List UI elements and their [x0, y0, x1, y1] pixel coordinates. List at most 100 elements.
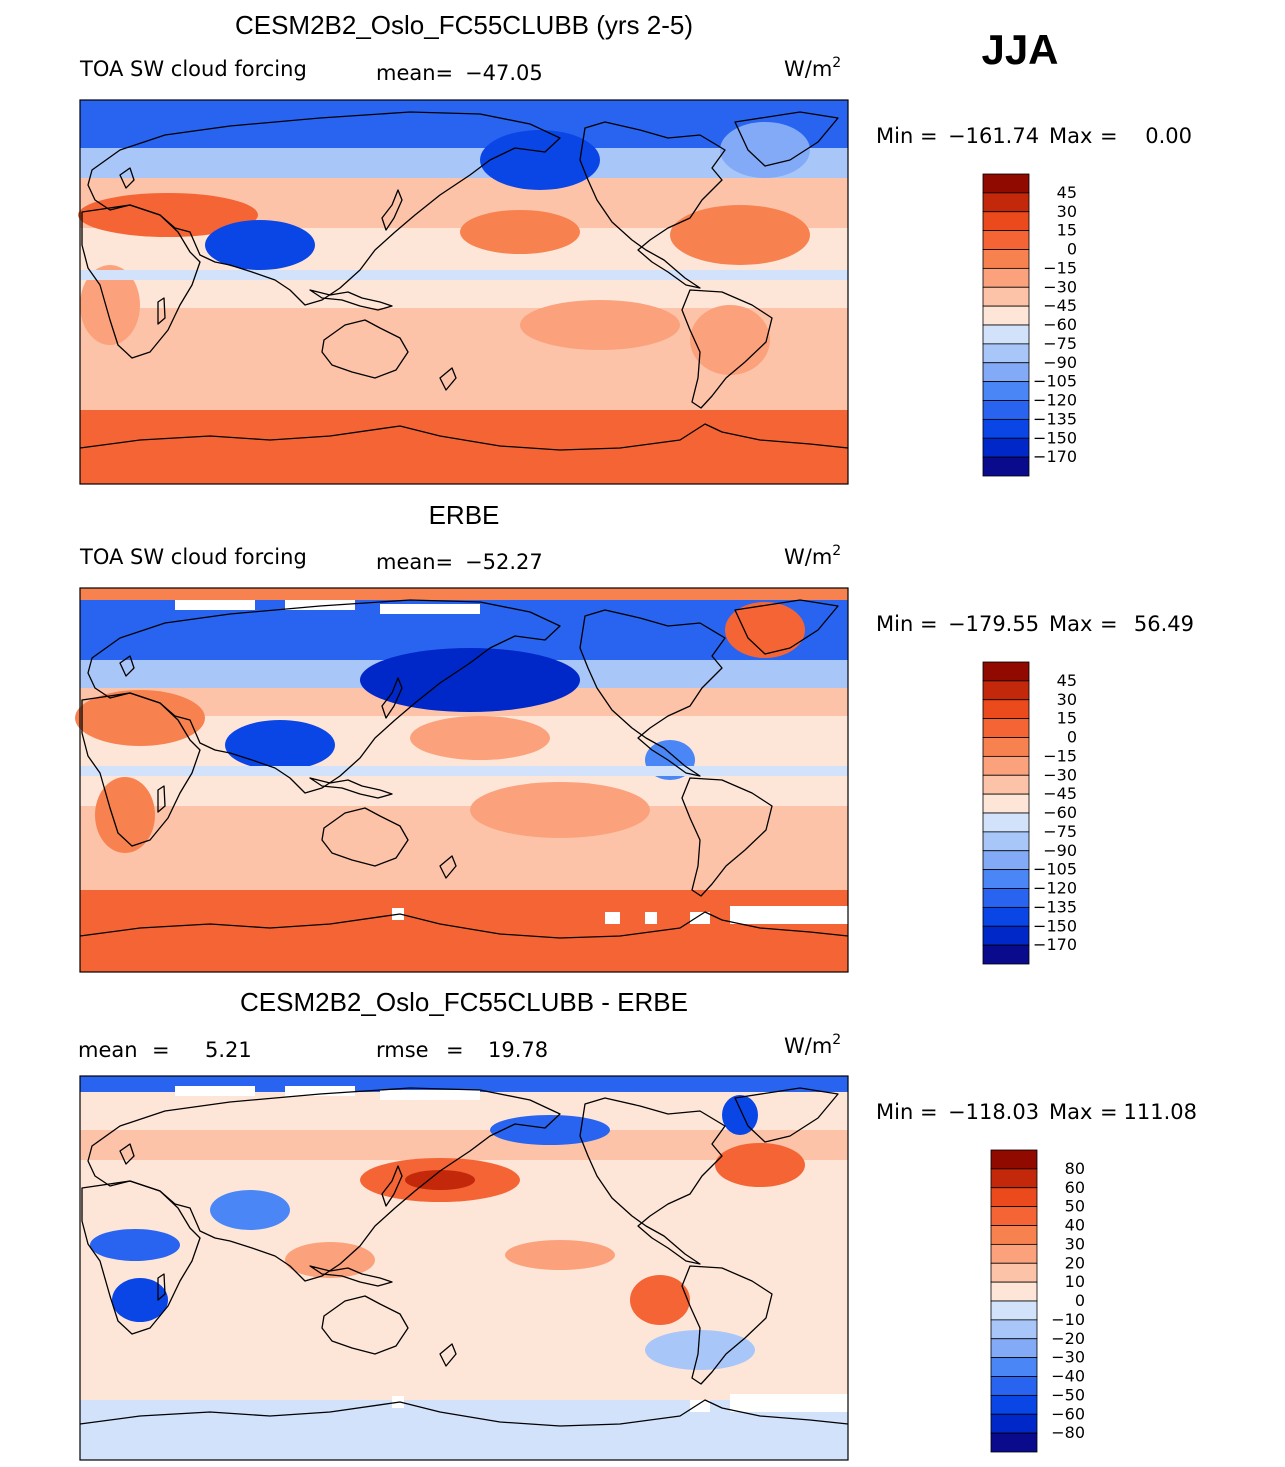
field-ne-pacific [410, 716, 550, 760]
panel-1-title: CESM2B2_Oslo_FC55CLUBB (yrs 2-5) [235, 10, 693, 40]
field-andes [630, 1275, 690, 1325]
colorbar-swatch [982, 812, 1030, 833]
field-southern-ocean [80, 410, 848, 484]
colorbar-swatch [982, 173, 1030, 194]
colorbar-level-label: −135 [1033, 897, 1077, 916]
missing-data-south [605, 912, 620, 924]
colorbar-level-label: −15 [1043, 746, 1077, 765]
field-sahel [90, 1229, 180, 1261]
colorbar-level-label: −60 [1043, 315, 1077, 334]
colorbar-swatch [990, 1262, 1038, 1283]
panel-2-colorbar: 4530150−15−30−45−60−75−90−105−120−135−15… [982, 661, 1077, 965]
panel-1-units: W/m2 [784, 55, 841, 81]
field-pole [80, 1076, 848, 1092]
panel-2-title: ERBE [429, 500, 500, 530]
field-sahara [75, 690, 205, 746]
colorbar-level-label: 40 [1065, 1216, 1085, 1235]
colorbar-swatch [982, 267, 1030, 288]
field-maritime [285, 1242, 375, 1278]
colorbar-level-label: −15 [1043, 258, 1077, 277]
panel-2-variable-label: TOA SW cloud forcing [79, 545, 307, 569]
colorbar-level-label: −40 [1051, 1367, 1085, 1386]
field-monsoon [205, 220, 315, 270]
colorbar-level-label: −120 [1033, 391, 1077, 410]
panel-1-mean-label: mean= [376, 61, 453, 85]
panel-2-min-value: −179.55 [948, 612, 1039, 636]
colorbar-level-label: 60 [1065, 1178, 1085, 1197]
colorbar-swatch [982, 755, 1030, 776]
colorbar-swatch [990, 1376, 1038, 1396]
field-atlantic [670, 205, 810, 265]
field-greenland [725, 602, 805, 658]
panel-3-max-value: 111.08 [1124, 1100, 1197, 1124]
colorbar-level-label: 0 [1067, 240, 1077, 259]
field-north-pacific-core [405, 1170, 475, 1190]
missing-data-north [380, 604, 480, 614]
colorbar-swatch [982, 718, 1030, 738]
panel-2-max-eq: = [1100, 612, 1118, 636]
colorbar-swatch [982, 680, 1030, 701]
colorbar-level-label: −20 [1051, 1329, 1085, 1348]
colorbar-level-label: −105 [1033, 372, 1077, 391]
colorbar-level-label: −45 [1043, 296, 1077, 315]
field-n-atlantic [715, 1143, 805, 1187]
panel-2-mean-value: −52.27 [465, 550, 543, 574]
colorbar-swatch [982, 437, 1030, 458]
field-monsoon [210, 1190, 290, 1230]
colorbar-level-label: 0 [1075, 1291, 1085, 1310]
colorbar-level-label: −90 [1043, 353, 1077, 372]
field-se-pacific [470, 782, 650, 838]
map-frame [79, 1075, 849, 1461]
field-se-pacific [520, 300, 680, 350]
missing-data-south [690, 1400, 710, 1412]
colorbar-level-label: −10 [1051, 1310, 1085, 1329]
colorbar-swatch [982, 456, 1030, 477]
colorbar-swatch [982, 324, 1030, 345]
panel-1-colorbar: 4530150−15−30−45−60−75−90−105−120−135−15… [982, 173, 1077, 477]
panel-3-mean-label: mean [78, 1038, 138, 1062]
colorbar-level-label: −170 [1033, 935, 1077, 954]
colorbar-swatch [990, 1300, 1038, 1321]
colorbar-swatch [982, 230, 1030, 250]
panel-1-map [78, 99, 849, 485]
colorbar-level-label: −150 [1033, 916, 1077, 935]
panel-3-rmse-label: rmse [376, 1038, 429, 1062]
panel-2-max-value: 56.49 [1134, 612, 1194, 636]
colorbar-swatch [990, 1168, 1038, 1189]
field-itcz [80, 270, 848, 280]
colorbar-level-label: −170 [1033, 447, 1077, 466]
colorbar-swatch [982, 362, 1030, 383]
missing-data-south [730, 1394, 848, 1412]
colorbar-level-label: 30 [1065, 1234, 1085, 1253]
colorbar-level-label: 10 [1065, 1272, 1085, 1291]
colorbar-swatch [982, 831, 1030, 852]
panel-3-title: CESM2B2_Oslo_FC55CLUBB - ERBE [240, 987, 688, 1017]
colorbar-level-label: 0 [1067, 728, 1077, 747]
panel-1-min-value: −161.74 [948, 124, 1039, 148]
colorbar-level-label: 15 [1057, 221, 1077, 240]
colorbar-swatch [982, 906, 1030, 927]
panel-3-rmse-value: 19.78 [488, 1038, 548, 1062]
field-south-africa [112, 1278, 168, 1322]
season-label: JJA [981, 26, 1058, 73]
colorbar-swatch [982, 850, 1030, 871]
field-south-america [690, 305, 770, 375]
field-north-midlat [80, 148, 848, 178]
panel-3-mean-eq: = [152, 1038, 170, 1062]
field-pacific-itcz [505, 1240, 615, 1270]
panel-3-mean-value: 5.21 [205, 1038, 252, 1062]
colorbar-level-label: −30 [1051, 1348, 1085, 1367]
colorbar-level-label: −75 [1043, 822, 1077, 841]
panel-1-min-eq: = [920, 124, 938, 148]
panel-2-max-label: Max [1049, 612, 1092, 636]
colorbar-level-label: −50 [1051, 1385, 1085, 1404]
missing-data-north [380, 1090, 480, 1100]
colorbar-level-label: −45 [1043, 784, 1077, 803]
field-sahara [78, 193, 258, 237]
colorbar-swatch [982, 286, 1030, 307]
panel-observations: ERBE TOA SW cloud forcing mean= −52.27 W… [75, 500, 1194, 973]
field-s-atlantic [645, 1330, 755, 1370]
colorbar-level-label: −150 [1033, 428, 1077, 447]
panel-3-min-eq: = [920, 1100, 938, 1124]
